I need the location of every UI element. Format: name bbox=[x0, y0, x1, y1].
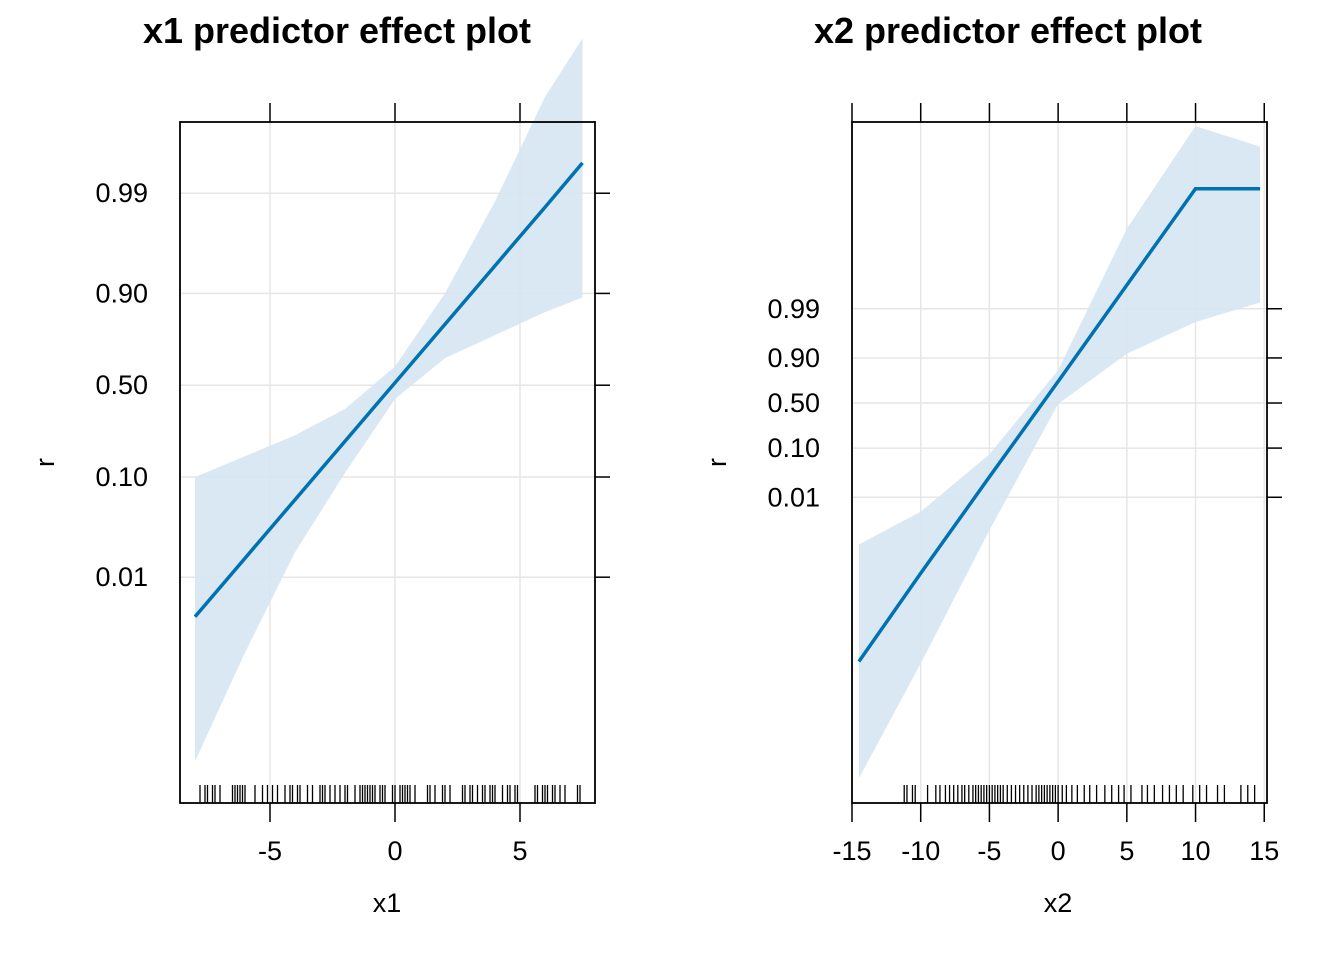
panel2-y-tick-label-1: 0.10 bbox=[767, 433, 820, 463]
panel2-title: x2 predictor effect plot bbox=[814, 10, 1202, 51]
panel1-y-axis-label: r bbox=[30, 458, 60, 467]
panel2-x-tick-label-3: 0 bbox=[1051, 836, 1066, 866]
panel2-x-tick-label-6: 15 bbox=[1249, 836, 1279, 866]
panel1-y-tick-label-2: 0.50 bbox=[95, 370, 148, 400]
panel1-y-tick-label-1: 0.10 bbox=[95, 462, 148, 492]
panel1-x-tick-label-1: 0 bbox=[387, 836, 402, 866]
panel2-y-tick-label-0: 0.01 bbox=[767, 482, 820, 512]
panel2-y-tick-label-3: 0.90 bbox=[767, 343, 820, 373]
panel1-title: x1 predictor effect plot bbox=[143, 10, 531, 51]
panel1-y-tick-label-0: 0.01 bbox=[95, 562, 148, 592]
panel2-x-tick-label-5: 10 bbox=[1181, 836, 1211, 866]
panel2-x-tick-label-2: -5 bbox=[977, 836, 1001, 866]
panel1-frame bbox=[179, 121, 596, 804]
panel2-x-tick-label-4: 5 bbox=[1119, 836, 1134, 866]
panel2-x-axis-label: x2 bbox=[1044, 888, 1073, 918]
panel2-y-axis-label: r bbox=[702, 458, 732, 467]
x1-effect-panel: x1 predictor effect plot -5 0 5 0.01 0.10 0.50… bbox=[30, 10, 610, 918]
panel2-y-tick-label-2: 0.50 bbox=[767, 388, 820, 418]
panel2-x-tick-label-1: -10 bbox=[901, 836, 940, 866]
x2-effect-panel: x2 predictor effect plot -15 -10 -5 0 5 10 15 0.… bbox=[702, 10, 1282, 918]
panel2-fit-line bbox=[857, 186, 1261, 663]
panel1-x-tick-label-2: 5 bbox=[512, 836, 527, 866]
panel1-x-tick-label-0: -5 bbox=[258, 836, 282, 866]
panel2-confidence-band bbox=[858, 126, 1261, 779]
panel2-frame bbox=[851, 121, 1268, 804]
panel1-x-axis-label: x1 bbox=[373, 888, 402, 918]
panel1-y-tick-label-4: 0.99 bbox=[95, 178, 148, 208]
panel1-y-tick-label-3: 0.90 bbox=[95, 278, 148, 308]
panel1-confidence-band bbox=[195, 38, 583, 762]
panel2-x-tick-label-0: -15 bbox=[832, 836, 871, 866]
panel1-fit-line bbox=[193, 161, 584, 618]
panel2-y-tick-label-4: 0.99 bbox=[767, 294, 820, 324]
